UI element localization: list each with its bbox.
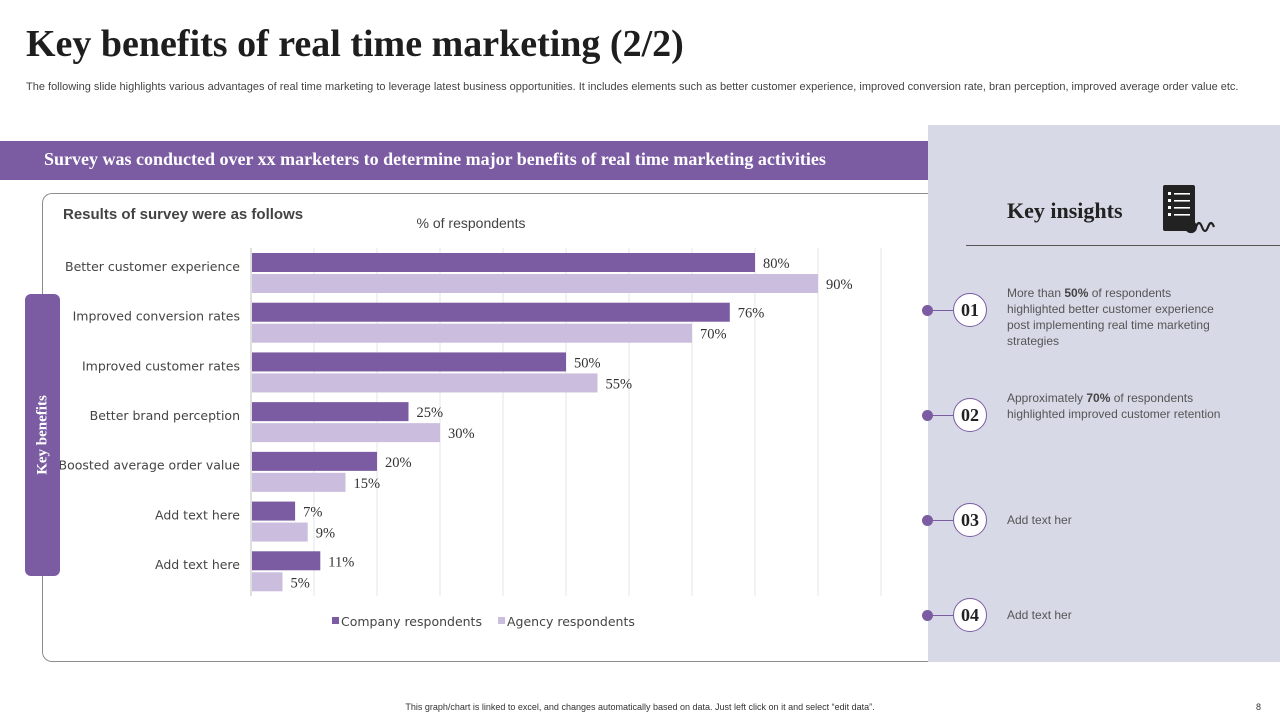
data-label: 7%	[303, 505, 322, 521]
legend-swatch	[498, 617, 505, 624]
chart-heading: Results of survey were as follows	[63, 206, 303, 223]
data-label: 76%	[738, 306, 765, 322]
data-label: 90%	[826, 277, 853, 293]
insight-connector	[933, 415, 953, 416]
data-label: 20%	[385, 455, 412, 471]
insight-dot	[922, 609, 933, 621]
key-benefits-tab: Key benefits	[25, 294, 60, 576]
company-bar	[252, 551, 321, 571]
agency-bar	[252, 572, 283, 592]
insight-number: 01	[953, 293, 987, 327]
survey-banner-text: Survey was conducted over xx marketers t…	[44, 149, 826, 169]
category-label: Add text here	[155, 507, 240, 522]
insight-text: Approximately 70% of respondents highlig…	[1007, 391, 1221, 421]
insight-highlight: 50%	[1064, 286, 1089, 300]
chart-title: % of respondents	[417, 215, 526, 231]
page-subtitle: The following slide highlights various a…	[26, 81, 1239, 93]
insight-text: Add text her	[1007, 608, 1072, 622]
company-bar	[252, 501, 296, 521]
agency-bar	[252, 323, 692, 343]
legend-label: Agency respondents	[507, 614, 635, 629]
category-label: Boosted average order value	[59, 458, 241, 473]
data-label: 70%	[700, 327, 727, 343]
insight-text: Add text her	[1007, 513, 1072, 527]
data-label: 5%	[291, 575, 310, 591]
key-insights-panel: Key insights 01 More than 50% of responde…	[922, 125, 1280, 662]
insight-dot	[922, 514, 933, 526]
company-bar	[252, 253, 755, 272]
checklist-icon	[1163, 185, 1216, 234]
data-label: 30%	[448, 426, 475, 442]
insight-text: More than 50% of respondents highlighted…	[1007, 286, 1214, 348]
category-label: Improved customer rates	[82, 358, 240, 373]
footer-note: This graph/chart is linked to excel, and…	[405, 702, 875, 712]
company-bar	[252, 402, 409, 422]
data-label: 25%	[417, 405, 444, 421]
data-label: 80%	[763, 256, 790, 272]
data-label: 55%	[606, 376, 633, 392]
insight-connector	[933, 520, 953, 521]
insight-number: 04	[953, 598, 987, 632]
insight-highlight: 70%	[1086, 391, 1111, 405]
insight-dot	[922, 304, 933, 316]
insight-connector	[933, 310, 953, 311]
company-bar	[252, 352, 566, 372]
agency-bar	[252, 522, 308, 542]
insights-divider	[966, 245, 1280, 246]
category-label: Better brand perception	[90, 408, 240, 423]
company-bar	[252, 451, 377, 471]
page-title: Key benefits of real time marketing (2/2…	[26, 23, 684, 65]
agency-bar	[252, 274, 818, 293]
data-label: 15%	[354, 476, 381, 492]
data-label: 9%	[316, 526, 335, 542]
key-benefits-label: Key benefits	[34, 395, 50, 475]
survey-banner: Survey was conducted over xx marketers t…	[0, 141, 928, 180]
agency-bar	[252, 373, 598, 393]
key-insights-title: Key insights	[1007, 198, 1123, 223]
category-label: Improved conversion rates	[73, 309, 240, 324]
insight-dot	[922, 409, 933, 421]
insight-connector	[933, 615, 953, 616]
legend-swatch	[332, 617, 339, 624]
category-label: Add text here	[155, 557, 240, 572]
data-label: 11%	[328, 554, 354, 570]
company-bar	[252, 302, 730, 322]
legend-label: Company respondents	[341, 614, 482, 629]
data-label: 50%	[574, 355, 601, 371]
insight-number: 03	[953, 503, 987, 537]
agency-bar	[252, 423, 440, 443]
page-number: 8	[1256, 702, 1262, 712]
agency-bar	[252, 472, 346, 492]
category-label: Better customer experience	[65, 259, 240, 274]
insight-number: 02	[953, 398, 987, 432]
